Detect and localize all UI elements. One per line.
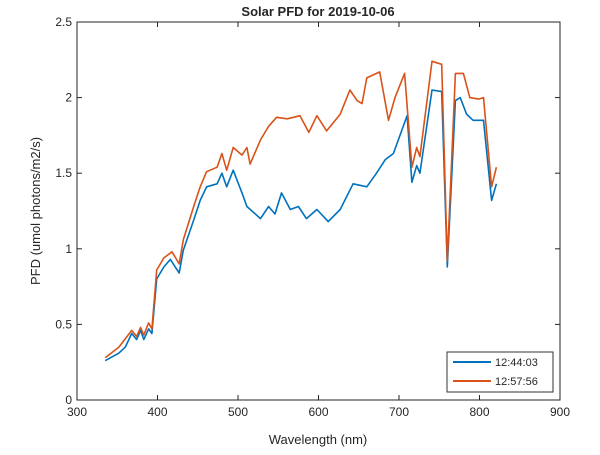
y-axis-label: PFD (umol photons/m2/s) xyxy=(28,137,43,285)
legend-box xyxy=(446,351,554,393)
x-tick-label: 900 xyxy=(550,405,570,419)
legend: 12:44:03 12:57:56 xyxy=(446,351,554,393)
x-tick-label: 700 xyxy=(389,405,409,419)
y-tick-label: 1 xyxy=(65,242,72,256)
y-tick-label: 2 xyxy=(65,91,72,105)
x-tick-label: 800 xyxy=(469,405,489,419)
plot-area: 300 400 500 600 700 800 900 0 0.5 1 1.5 2 2.5 xyxy=(55,15,570,419)
y-tick-label: 0 xyxy=(65,393,72,407)
x-tick-label: 400 xyxy=(147,405,167,419)
series-line-12-57-56 xyxy=(104,60,498,359)
chart-title: Solar PFD for 2019-10-06 xyxy=(241,4,394,19)
x-tick-label: 300 xyxy=(67,405,87,419)
x-tick-label: 600 xyxy=(308,405,328,419)
y-tick-label: 0.5 xyxy=(55,317,72,331)
y-tick-label: 2.5 xyxy=(55,15,72,29)
x-tick-label: 500 xyxy=(228,405,248,419)
y-tick-label: 1.5 xyxy=(55,166,72,180)
legend-label-12-57-56: 12:57:56 xyxy=(495,376,538,388)
legend-label-12-44-03: 12:44:03 xyxy=(495,357,538,369)
x-axis-label: Wavelength (nm) xyxy=(269,432,368,447)
